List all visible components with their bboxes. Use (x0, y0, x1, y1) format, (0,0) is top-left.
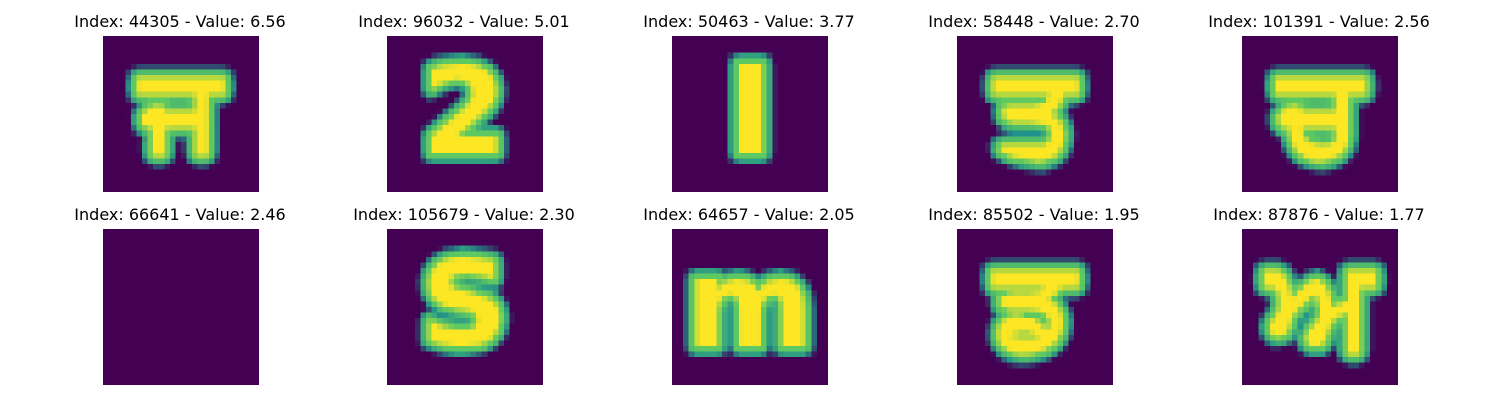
panel-title: Index: 66641 - Value: 2.46 (60, 205, 300, 225)
handwritten-character-image (1242, 229, 1398, 385)
handwritten-character-image (103, 229, 259, 385)
handwritten-character-image (103, 36, 259, 192)
handwritten-character-image (1242, 36, 1398, 192)
panel-title: Index: 50463 - Value: 3.77 (629, 12, 869, 32)
panel-title: Index: 85502 - Value: 1.95 (914, 205, 1154, 225)
panel-title: Index: 64657 - Value: 2.05 (629, 205, 869, 225)
panel-title: Index: 44305 - Value: 6.56 (60, 12, 300, 32)
handwritten-character-image (957, 229, 1113, 385)
handwritten-character-image (672, 36, 828, 192)
panel-title: Index: 58448 - Value: 2.70 (914, 12, 1154, 32)
handwritten-character-image (672, 229, 828, 385)
handwritten-character-image (957, 36, 1113, 192)
panel-title: Index: 87876 - Value: 1.77 (1199, 205, 1439, 225)
panel-title: Index: 101391 - Value: 2.56 (1199, 12, 1439, 32)
handwritten-character-image (387, 229, 543, 385)
handwritten-character-image (387, 36, 543, 192)
panel-title: Index: 96032 - Value: 5.01 (344, 12, 584, 32)
panel-title: Index: 105679 - Value: 2.30 (344, 205, 584, 225)
